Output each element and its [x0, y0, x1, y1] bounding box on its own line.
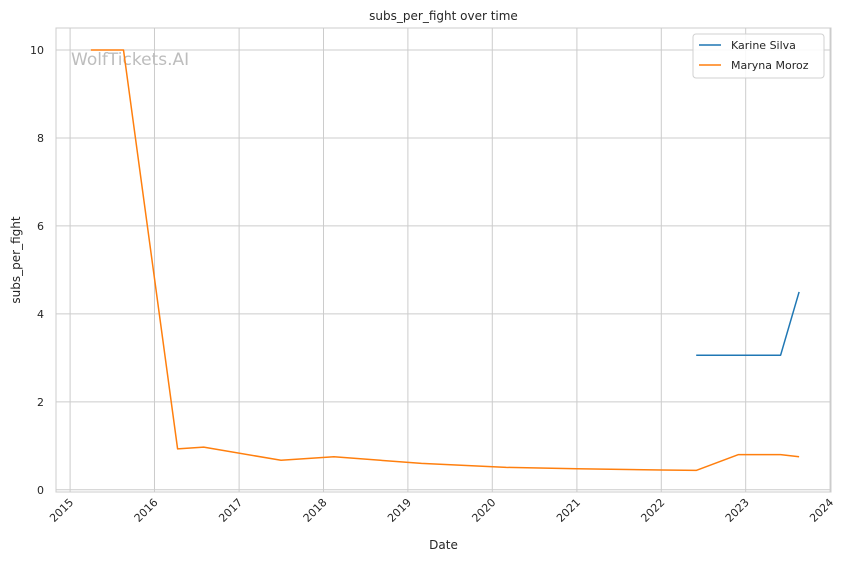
y-tick-label: 8 [37, 132, 44, 145]
legend-label-0: Karine Silva [731, 39, 796, 52]
y-tick-label: 6 [37, 220, 44, 233]
series-line-0 [696, 291, 800, 356]
y-tick-label: 10 [30, 44, 44, 57]
legend-box [692, 33, 825, 79]
plot-frame [55, 27, 832, 493]
y-axis-label: subs_per_fight [9, 216, 23, 303]
x-axis-ticks: 2015 2016 2017 2018 2019 2020 2021 2022 2023 2024 [47, 496, 836, 525]
watermark-text: WolfTickets.AI [71, 50, 189, 70]
grid [56, 28, 831, 492]
chart-title: subs_per_fight over time [369, 9, 518, 23]
series-line-1 [90, 49, 800, 472]
y-tick-label: 4 [37, 308, 44, 321]
x-axis-label: Date [429, 538, 458, 552]
legend: Karine Silva Maryna Moroz [692, 33, 825, 79]
y-tick-label: 0 [37, 484, 44, 497]
series-layer [90, 49, 800, 472]
legend-label-1: Maryna Moroz [731, 59, 809, 72]
y-tick-label: 2 [37, 396, 44, 409]
y-axis-ticks: 0 2 4 6 8 10 [30, 44, 44, 497]
